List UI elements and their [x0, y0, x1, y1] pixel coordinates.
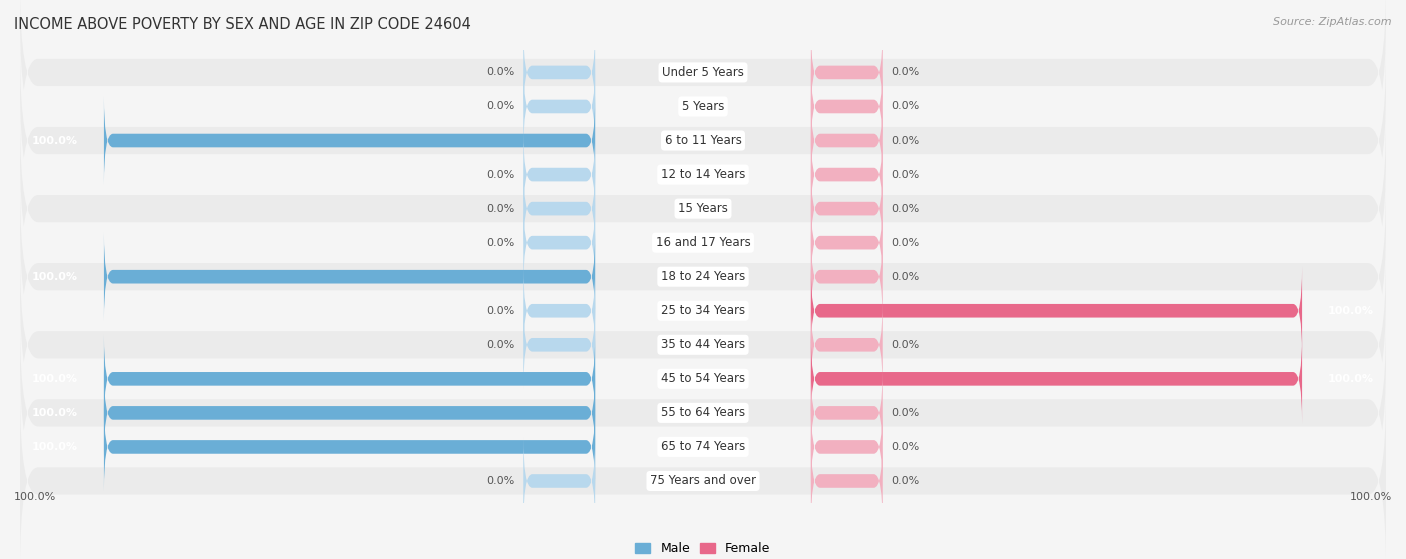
Text: 65 to 74 Years: 65 to 74 Years	[661, 440, 745, 453]
Text: 100.0%: 100.0%	[32, 374, 77, 384]
FancyBboxPatch shape	[523, 130, 595, 219]
Text: 0.0%: 0.0%	[891, 203, 920, 214]
FancyBboxPatch shape	[104, 335, 595, 423]
FancyBboxPatch shape	[20, 324, 1386, 501]
Text: 0.0%: 0.0%	[891, 238, 920, 248]
Text: 0.0%: 0.0%	[891, 476, 920, 486]
Text: 0.0%: 0.0%	[891, 135, 920, 145]
Text: 25 to 34 Years: 25 to 34 Years	[661, 304, 745, 318]
Text: 0.0%: 0.0%	[486, 203, 515, 214]
Text: 100.0%: 100.0%	[32, 135, 77, 145]
Text: 6 to 11 Years: 6 to 11 Years	[665, 134, 741, 147]
Text: 0.0%: 0.0%	[486, 306, 515, 316]
FancyBboxPatch shape	[20, 0, 1386, 161]
Text: 12 to 14 Years: 12 to 14 Years	[661, 168, 745, 181]
Text: 0.0%: 0.0%	[486, 102, 515, 111]
FancyBboxPatch shape	[523, 198, 595, 287]
Text: 0.0%: 0.0%	[486, 68, 515, 78]
Text: 100.0%: 100.0%	[1329, 306, 1374, 316]
Text: 16 and 17 Years: 16 and 17 Years	[655, 236, 751, 249]
Text: 0.0%: 0.0%	[891, 340, 920, 350]
FancyBboxPatch shape	[20, 290, 1386, 467]
FancyBboxPatch shape	[104, 368, 595, 457]
Text: 5 Years: 5 Years	[682, 100, 724, 113]
Text: 75 Years and over: 75 Years and over	[650, 475, 756, 487]
FancyBboxPatch shape	[811, 335, 1302, 423]
FancyBboxPatch shape	[523, 28, 595, 117]
Text: 100.0%: 100.0%	[1329, 374, 1374, 384]
FancyBboxPatch shape	[20, 18, 1386, 195]
Text: 100.0%: 100.0%	[1350, 492, 1392, 503]
FancyBboxPatch shape	[811, 402, 883, 491]
FancyBboxPatch shape	[20, 392, 1386, 559]
Text: 0.0%: 0.0%	[486, 476, 515, 486]
FancyBboxPatch shape	[20, 188, 1386, 365]
Text: 100.0%: 100.0%	[14, 492, 56, 503]
FancyBboxPatch shape	[104, 233, 595, 321]
Text: INCOME ABOVE POVERTY BY SEX AND AGE IN ZIP CODE 24604: INCOME ABOVE POVERTY BY SEX AND AGE IN Z…	[14, 17, 471, 32]
Text: Under 5 Years: Under 5 Years	[662, 66, 744, 79]
FancyBboxPatch shape	[523, 62, 595, 151]
FancyBboxPatch shape	[811, 437, 883, 525]
Text: 55 to 64 Years: 55 to 64 Years	[661, 406, 745, 419]
Text: 100.0%: 100.0%	[32, 408, 77, 418]
FancyBboxPatch shape	[523, 301, 595, 389]
FancyBboxPatch shape	[523, 267, 595, 355]
FancyBboxPatch shape	[811, 267, 1302, 355]
FancyBboxPatch shape	[811, 130, 883, 219]
Legend: Male, Female: Male, Female	[630, 537, 776, 559]
Text: 0.0%: 0.0%	[891, 408, 920, 418]
Text: 100.0%: 100.0%	[32, 442, 77, 452]
Text: 0.0%: 0.0%	[891, 272, 920, 282]
Text: 0.0%: 0.0%	[891, 102, 920, 111]
FancyBboxPatch shape	[523, 437, 595, 525]
FancyBboxPatch shape	[523, 164, 595, 253]
FancyBboxPatch shape	[20, 154, 1386, 331]
FancyBboxPatch shape	[811, 62, 883, 151]
Text: Source: ZipAtlas.com: Source: ZipAtlas.com	[1274, 17, 1392, 27]
Text: 0.0%: 0.0%	[486, 340, 515, 350]
Text: 0.0%: 0.0%	[891, 169, 920, 179]
Text: 15 Years: 15 Years	[678, 202, 728, 215]
Text: 0.0%: 0.0%	[486, 238, 515, 248]
Text: 18 to 24 Years: 18 to 24 Years	[661, 270, 745, 283]
Text: 0.0%: 0.0%	[891, 442, 920, 452]
Text: 0.0%: 0.0%	[486, 169, 515, 179]
FancyBboxPatch shape	[811, 96, 883, 185]
FancyBboxPatch shape	[811, 198, 883, 287]
Text: 100.0%: 100.0%	[32, 272, 77, 282]
FancyBboxPatch shape	[20, 256, 1386, 433]
FancyBboxPatch shape	[811, 301, 883, 389]
FancyBboxPatch shape	[20, 52, 1386, 229]
FancyBboxPatch shape	[104, 96, 595, 185]
FancyBboxPatch shape	[811, 28, 883, 117]
FancyBboxPatch shape	[20, 358, 1386, 536]
Text: 0.0%: 0.0%	[891, 68, 920, 78]
Text: 45 to 54 Years: 45 to 54 Years	[661, 372, 745, 385]
FancyBboxPatch shape	[811, 164, 883, 253]
FancyBboxPatch shape	[20, 222, 1386, 399]
FancyBboxPatch shape	[811, 233, 883, 321]
FancyBboxPatch shape	[104, 402, 595, 491]
FancyBboxPatch shape	[20, 86, 1386, 263]
FancyBboxPatch shape	[811, 368, 883, 457]
FancyBboxPatch shape	[20, 120, 1386, 297]
Text: 35 to 44 Years: 35 to 44 Years	[661, 338, 745, 351]
